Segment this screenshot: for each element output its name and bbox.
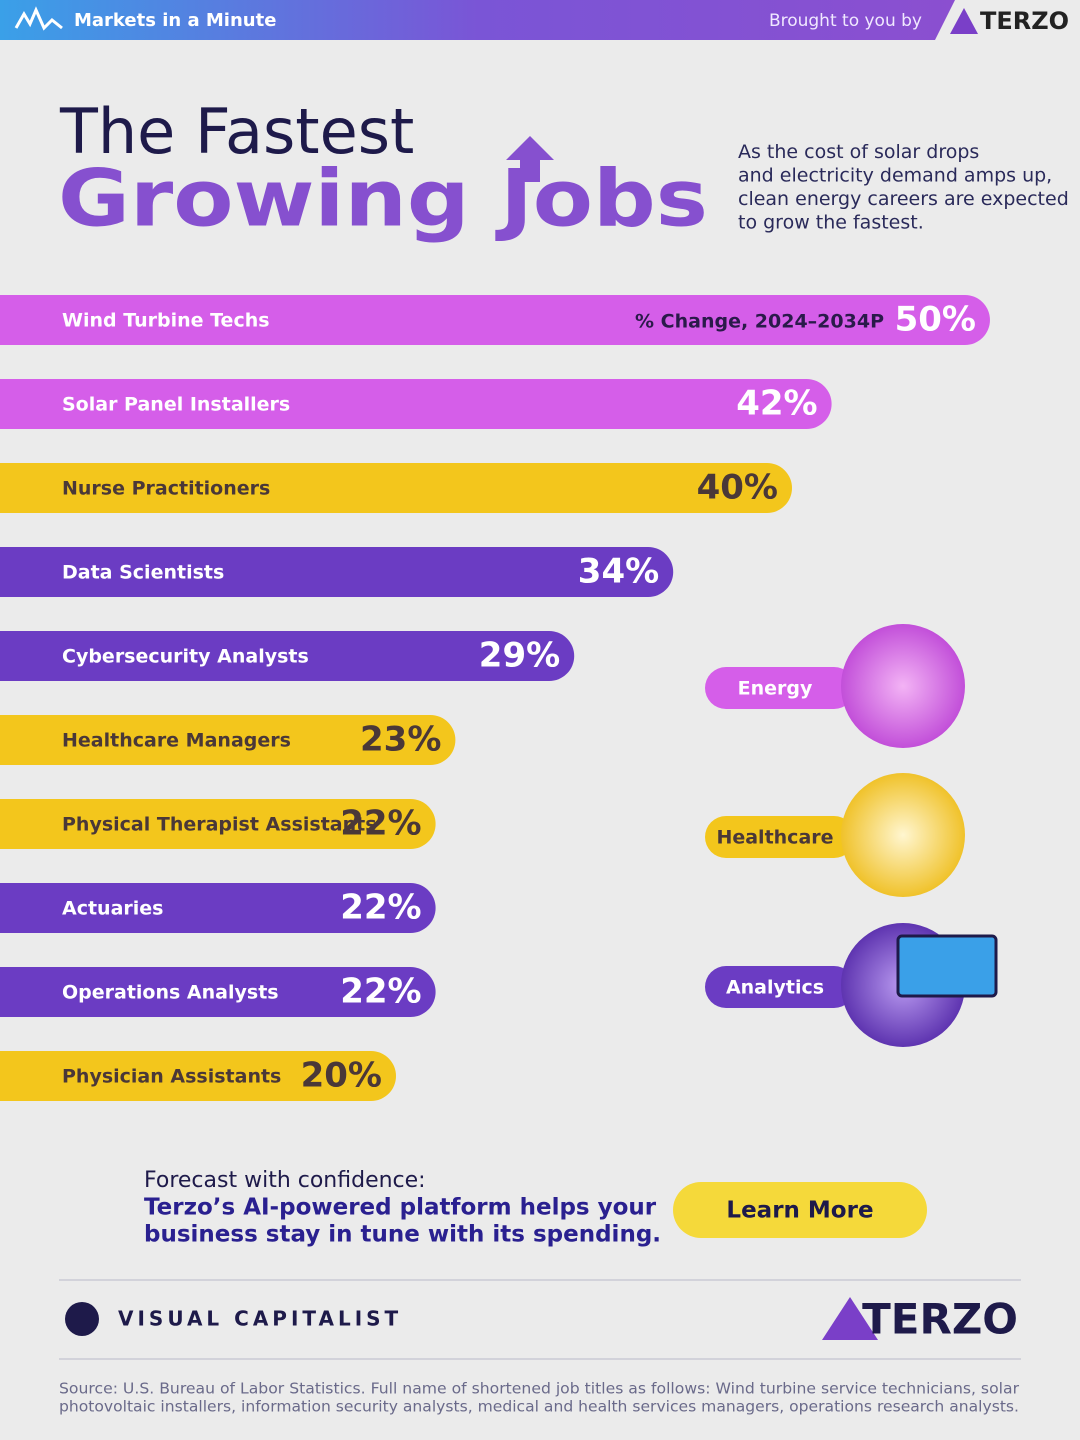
- vc-logo: [65, 1302, 99, 1336]
- legend-label: Healthcare: [716, 827, 833, 849]
- bar: [0, 883, 436, 933]
- header-bar: [0, 0, 955, 40]
- bar: [0, 631, 575, 681]
- value-label: 23%: [360, 720, 441, 760]
- footer-left-brand: VISUAL CAPITALIST: [118, 1307, 402, 1331]
- value-label: 22%: [340, 804, 421, 844]
- legend-label: Energy: [738, 678, 813, 700]
- terzo-logo: [822, 1297, 878, 1340]
- bar-label: Nurse Practitioners: [62, 478, 270, 500]
- annotation: % Change, 2024–2034P: [635, 311, 884, 333]
- cta-line1: Terzo’s AI-powered platform helps your: [144, 1195, 657, 1221]
- bar: [0, 967, 436, 1017]
- value-label: 50%: [895, 300, 976, 340]
- legend-pill: [705, 816, 855, 858]
- header-sponsor-text: Brought to you by: [769, 11, 922, 31]
- bar: [0, 463, 792, 513]
- bar: [0, 799, 436, 849]
- bar-label: Wind Turbine Techs: [62, 310, 270, 332]
- bar-label: Healthcare Managers: [62, 730, 291, 752]
- cta-button-label[interactable]: Learn More: [726, 1198, 873, 1224]
- value-label: 40%: [697, 468, 778, 508]
- bar: [0, 295, 990, 345]
- bar: [0, 715, 456, 765]
- value-label: 22%: [340, 888, 421, 928]
- value-label: 34%: [578, 552, 659, 592]
- value-label: 20%: [301, 1056, 382, 1096]
- illustration-healthcare: [841, 773, 965, 897]
- bar-label: Physician Assistants: [62, 1066, 281, 1088]
- subtitle: As the cost of solar drops and electricit…: [738, 141, 1069, 234]
- value-label: 22%: [340, 972, 421, 1012]
- bar-label: Cybersecurity Analysts: [62, 646, 309, 668]
- bar: [0, 379, 832, 429]
- illustration-energy: [841, 624, 965, 748]
- header-brand: Markets in a Minute: [74, 10, 276, 31]
- bar-label: Solar Panel Installers: [62, 394, 290, 416]
- brand-icon: [14, 6, 63, 31]
- legend-pill: [705, 966, 855, 1008]
- title-line2: Growing Jobs: [58, 154, 708, 244]
- bar-label: Data Scientists: [62, 562, 224, 584]
- footer-right-brand: TERZO: [862, 1295, 1018, 1344]
- bar-label: Actuaries: [62, 898, 163, 920]
- cta-lead: Forecast with confidence:: [144, 1168, 426, 1193]
- terzo-icon: [950, 8, 978, 34]
- header-sponsor: TERZO: [980, 7, 1069, 35]
- bar: [0, 547, 674, 597]
- source-line1: Source: U.S. Bureau of Labor Statistics.…: [59, 1380, 1020, 1398]
- cta-line2: business stay in tune with its spending.: [144, 1222, 661, 1248]
- legend-label: Analytics: [726, 977, 824, 999]
- source-line2: photovoltaic installers, information sec…: [59, 1398, 1019, 1416]
- legend-pill: [705, 667, 855, 709]
- value-label: 29%: [479, 636, 560, 676]
- arrow-icon: [506, 136, 554, 182]
- bar: [0, 1051, 396, 1101]
- bar-label: Operations Analysts: [62, 982, 279, 1004]
- title-line1: The Fastest: [59, 95, 414, 168]
- cta-button[interactable]: [673, 1182, 927, 1238]
- value-label: 42%: [736, 384, 817, 424]
- monitor-icon: [896, 934, 998, 998]
- bar-label: Physical Therapist Assistants: [62, 814, 377, 836]
